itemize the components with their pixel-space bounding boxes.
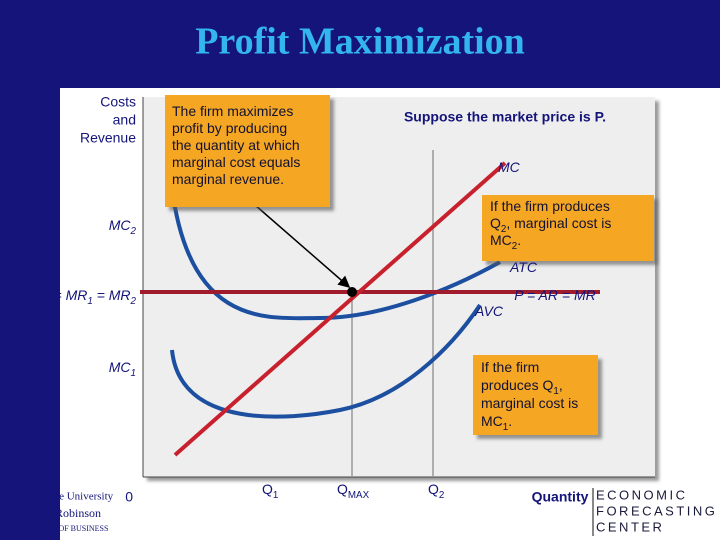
callout-text-part: 2 bbox=[512, 241, 517, 252]
mc-curve bbox=[173, 161, 507, 457]
callout-text-part: The firm maximizes bbox=[172, 103, 293, 119]
price-note: Suppose the market price is P. bbox=[404, 109, 606, 125]
callout-text-part: , marginal cost is bbox=[506, 215, 611, 231]
origin-label: 0 bbox=[125, 489, 133, 505]
y-tick-label-part: 1 bbox=[87, 296, 92, 307]
callout-text-part: 2 bbox=[501, 224, 506, 235]
x-tick-label-part: Q bbox=[428, 481, 439, 497]
callout-text-part: marginal revenue. bbox=[172, 171, 284, 187]
callout-text: marginal cost equals bbox=[172, 154, 300, 170]
y-tick-label-part: 2 bbox=[130, 226, 137, 237]
y-axis-label: and bbox=[113, 112, 136, 128]
callout-text-part: 1 bbox=[503, 422, 508, 433]
pointer-arrow bbox=[254, 204, 351, 288]
callout-text-part: If the firm produces bbox=[490, 198, 610, 214]
y-tick-label-part: MC bbox=[109, 217, 132, 233]
callout-text-part: MC bbox=[490, 232, 512, 248]
curve-label-part: P = AR = MR bbox=[514, 287, 595, 303]
logo-bar bbox=[592, 488, 594, 536]
y-axis-label: Costs bbox=[100, 94, 136, 110]
y-tick-label-part: = MR bbox=[93, 287, 131, 303]
logo-text: Georgia State University bbox=[4, 491, 114, 503]
logo-text: COLLEGE OF BUSINESS bbox=[20, 524, 108, 533]
y-tick-label-part: MC bbox=[109, 359, 132, 375]
y-tick-label: MC1 bbox=[109, 359, 136, 379]
curve-label: ATC bbox=[509, 259, 538, 275]
callout-text: If the firm bbox=[481, 359, 539, 375]
callout-text: profit by producing bbox=[172, 120, 287, 136]
curve-label-part: AVC bbox=[474, 303, 504, 319]
atc-curve bbox=[170, 187, 501, 321]
callout-text-part: . bbox=[508, 413, 512, 429]
y-tick-label-part: 2 bbox=[130, 296, 137, 307]
x-tick-label-part: 1 bbox=[273, 490, 278, 501]
x-tick-label: Q2 bbox=[428, 481, 444, 501]
callout-box bbox=[165, 95, 330, 207]
callout-text: The firm maximizes bbox=[172, 103, 293, 119]
x-tick-label-part: 2 bbox=[439, 490, 444, 501]
callout-text-part: 1 bbox=[553, 386, 558, 397]
callout-text: If the firm produces bbox=[490, 198, 610, 214]
callout-text-part: If the firm bbox=[481, 359, 539, 375]
x-axis-label: Quantity bbox=[532, 489, 589, 505]
callout-text: produces Q1, bbox=[481, 377, 563, 397]
callout-text: marginal cost is bbox=[481, 395, 578, 411]
callout-text-part: marginal cost is bbox=[481, 395, 578, 411]
logo-text: CENTER bbox=[596, 519, 664, 534]
curve-label: AVC bbox=[474, 303, 504, 319]
callout-text: the quantity at which bbox=[172, 137, 300, 153]
curve-label-part: MC bbox=[498, 159, 521, 175]
callout-text-part: the quantity at which bbox=[172, 137, 300, 153]
curve-label: MC bbox=[498, 159, 521, 175]
x-tick-label-part: MAX bbox=[348, 490, 370, 501]
avc-curve bbox=[170, 303, 482, 419]
callout-text-part: Q bbox=[490, 215, 501, 231]
optimum-point bbox=[347, 287, 357, 297]
callout-text-part: MC bbox=[481, 413, 503, 429]
callout-text-part: , bbox=[559, 377, 563, 393]
y-tick-label-part: P = MR bbox=[41, 287, 88, 303]
callout-text: MC2. bbox=[490, 232, 521, 252]
callout-text-part: marginal cost equals bbox=[172, 154, 300, 170]
callout-text: MC1. bbox=[481, 413, 512, 433]
y-axis-label: Revenue bbox=[80, 130, 136, 146]
callout-text-part: produces Q bbox=[481, 377, 553, 393]
x-tick-label: Q1 bbox=[262, 481, 278, 501]
callout-box bbox=[473, 355, 598, 435]
curve-label-part: ATC bbox=[509, 259, 538, 275]
curve-label: P = AR = MR bbox=[514, 287, 595, 303]
y-tick-label-part: 1 bbox=[131, 368, 136, 379]
y-tick-label: P = MR1 = MR2 bbox=[41, 287, 137, 307]
logo-text: FORECASTING bbox=[596, 503, 717, 518]
y-tick-label: MC2 bbox=[109, 217, 137, 237]
callout-text: Q2, marginal cost is bbox=[490, 215, 611, 235]
x-tick-label: QMAX bbox=[337, 481, 370, 501]
callout-text-part: . bbox=[517, 232, 521, 248]
title: Profit Maximization bbox=[195, 21, 525, 63]
callout-text: marginal revenue. bbox=[172, 171, 284, 187]
x-tick-label-part: Q bbox=[262, 481, 273, 497]
x-tick-label-part: Q bbox=[337, 481, 348, 497]
logo-text: ECONOMIC bbox=[596, 487, 688, 502]
callout-box bbox=[482, 195, 654, 261]
callout-text-part: profit by producing bbox=[172, 120, 287, 136]
logo-text: J. Mack Robinson bbox=[14, 506, 101, 520]
